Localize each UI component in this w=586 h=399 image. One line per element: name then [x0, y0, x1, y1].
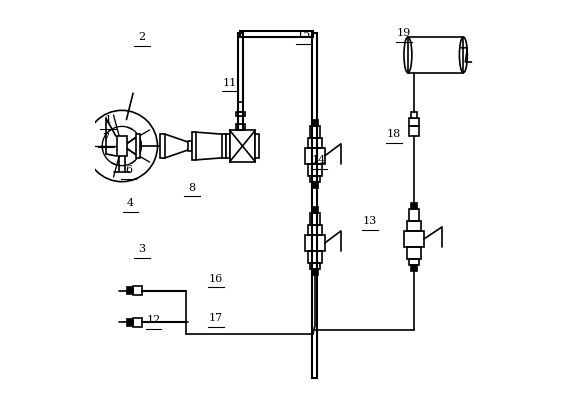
Text: 11: 11: [223, 78, 237, 88]
Bar: [409, 126, 418, 136]
Bar: [409, 259, 418, 265]
Bar: [127, 287, 132, 294]
Bar: [222, 134, 226, 158]
Bar: [310, 126, 319, 138]
Bar: [308, 225, 322, 235]
Bar: [308, 164, 322, 176]
Bar: [409, 118, 418, 126]
Bar: [305, 235, 325, 251]
Text: 3: 3: [138, 244, 145, 254]
Bar: [407, 247, 421, 259]
Bar: [312, 182, 318, 188]
Bar: [238, 33, 243, 130]
Text: 14: 14: [312, 155, 326, 165]
Bar: [237, 116, 243, 124]
Bar: [312, 269, 318, 275]
Bar: [127, 319, 132, 326]
Text: 15: 15: [297, 30, 311, 40]
Bar: [409, 209, 418, 221]
Bar: [312, 207, 318, 213]
Bar: [411, 203, 417, 209]
Text: 17: 17: [209, 313, 223, 323]
Bar: [312, 120, 318, 126]
Bar: [408, 37, 464, 73]
Bar: [404, 231, 424, 247]
Bar: [236, 124, 246, 130]
Text: 6: 6: [125, 165, 132, 175]
Bar: [230, 130, 255, 162]
Bar: [132, 318, 142, 327]
Text: 18: 18: [387, 129, 401, 139]
Bar: [305, 148, 325, 164]
Text: 16: 16: [209, 274, 223, 284]
Bar: [188, 141, 192, 151]
Bar: [312, 33, 317, 378]
Bar: [411, 265, 417, 271]
Bar: [310, 213, 319, 225]
Bar: [310, 176, 319, 182]
Bar: [160, 134, 165, 158]
Text: 1: 1: [104, 115, 111, 125]
Text: 12: 12: [146, 315, 161, 325]
Bar: [308, 251, 322, 263]
Bar: [407, 221, 421, 231]
Bar: [411, 113, 417, 118]
Bar: [310, 263, 319, 269]
Bar: [136, 134, 141, 158]
Bar: [236, 113, 245, 116]
Bar: [192, 132, 196, 160]
Bar: [308, 138, 322, 148]
Text: 7: 7: [103, 133, 110, 143]
Bar: [117, 136, 127, 156]
Text: 4: 4: [127, 198, 134, 208]
Bar: [132, 286, 142, 295]
Text: 8: 8: [189, 183, 196, 193]
Bar: [226, 134, 230, 158]
Text: 19: 19: [397, 28, 411, 38]
Bar: [237, 103, 243, 113]
Bar: [240, 31, 313, 37]
Text: 2: 2: [138, 32, 145, 42]
Text: 13: 13: [363, 216, 377, 226]
Bar: [255, 134, 260, 158]
